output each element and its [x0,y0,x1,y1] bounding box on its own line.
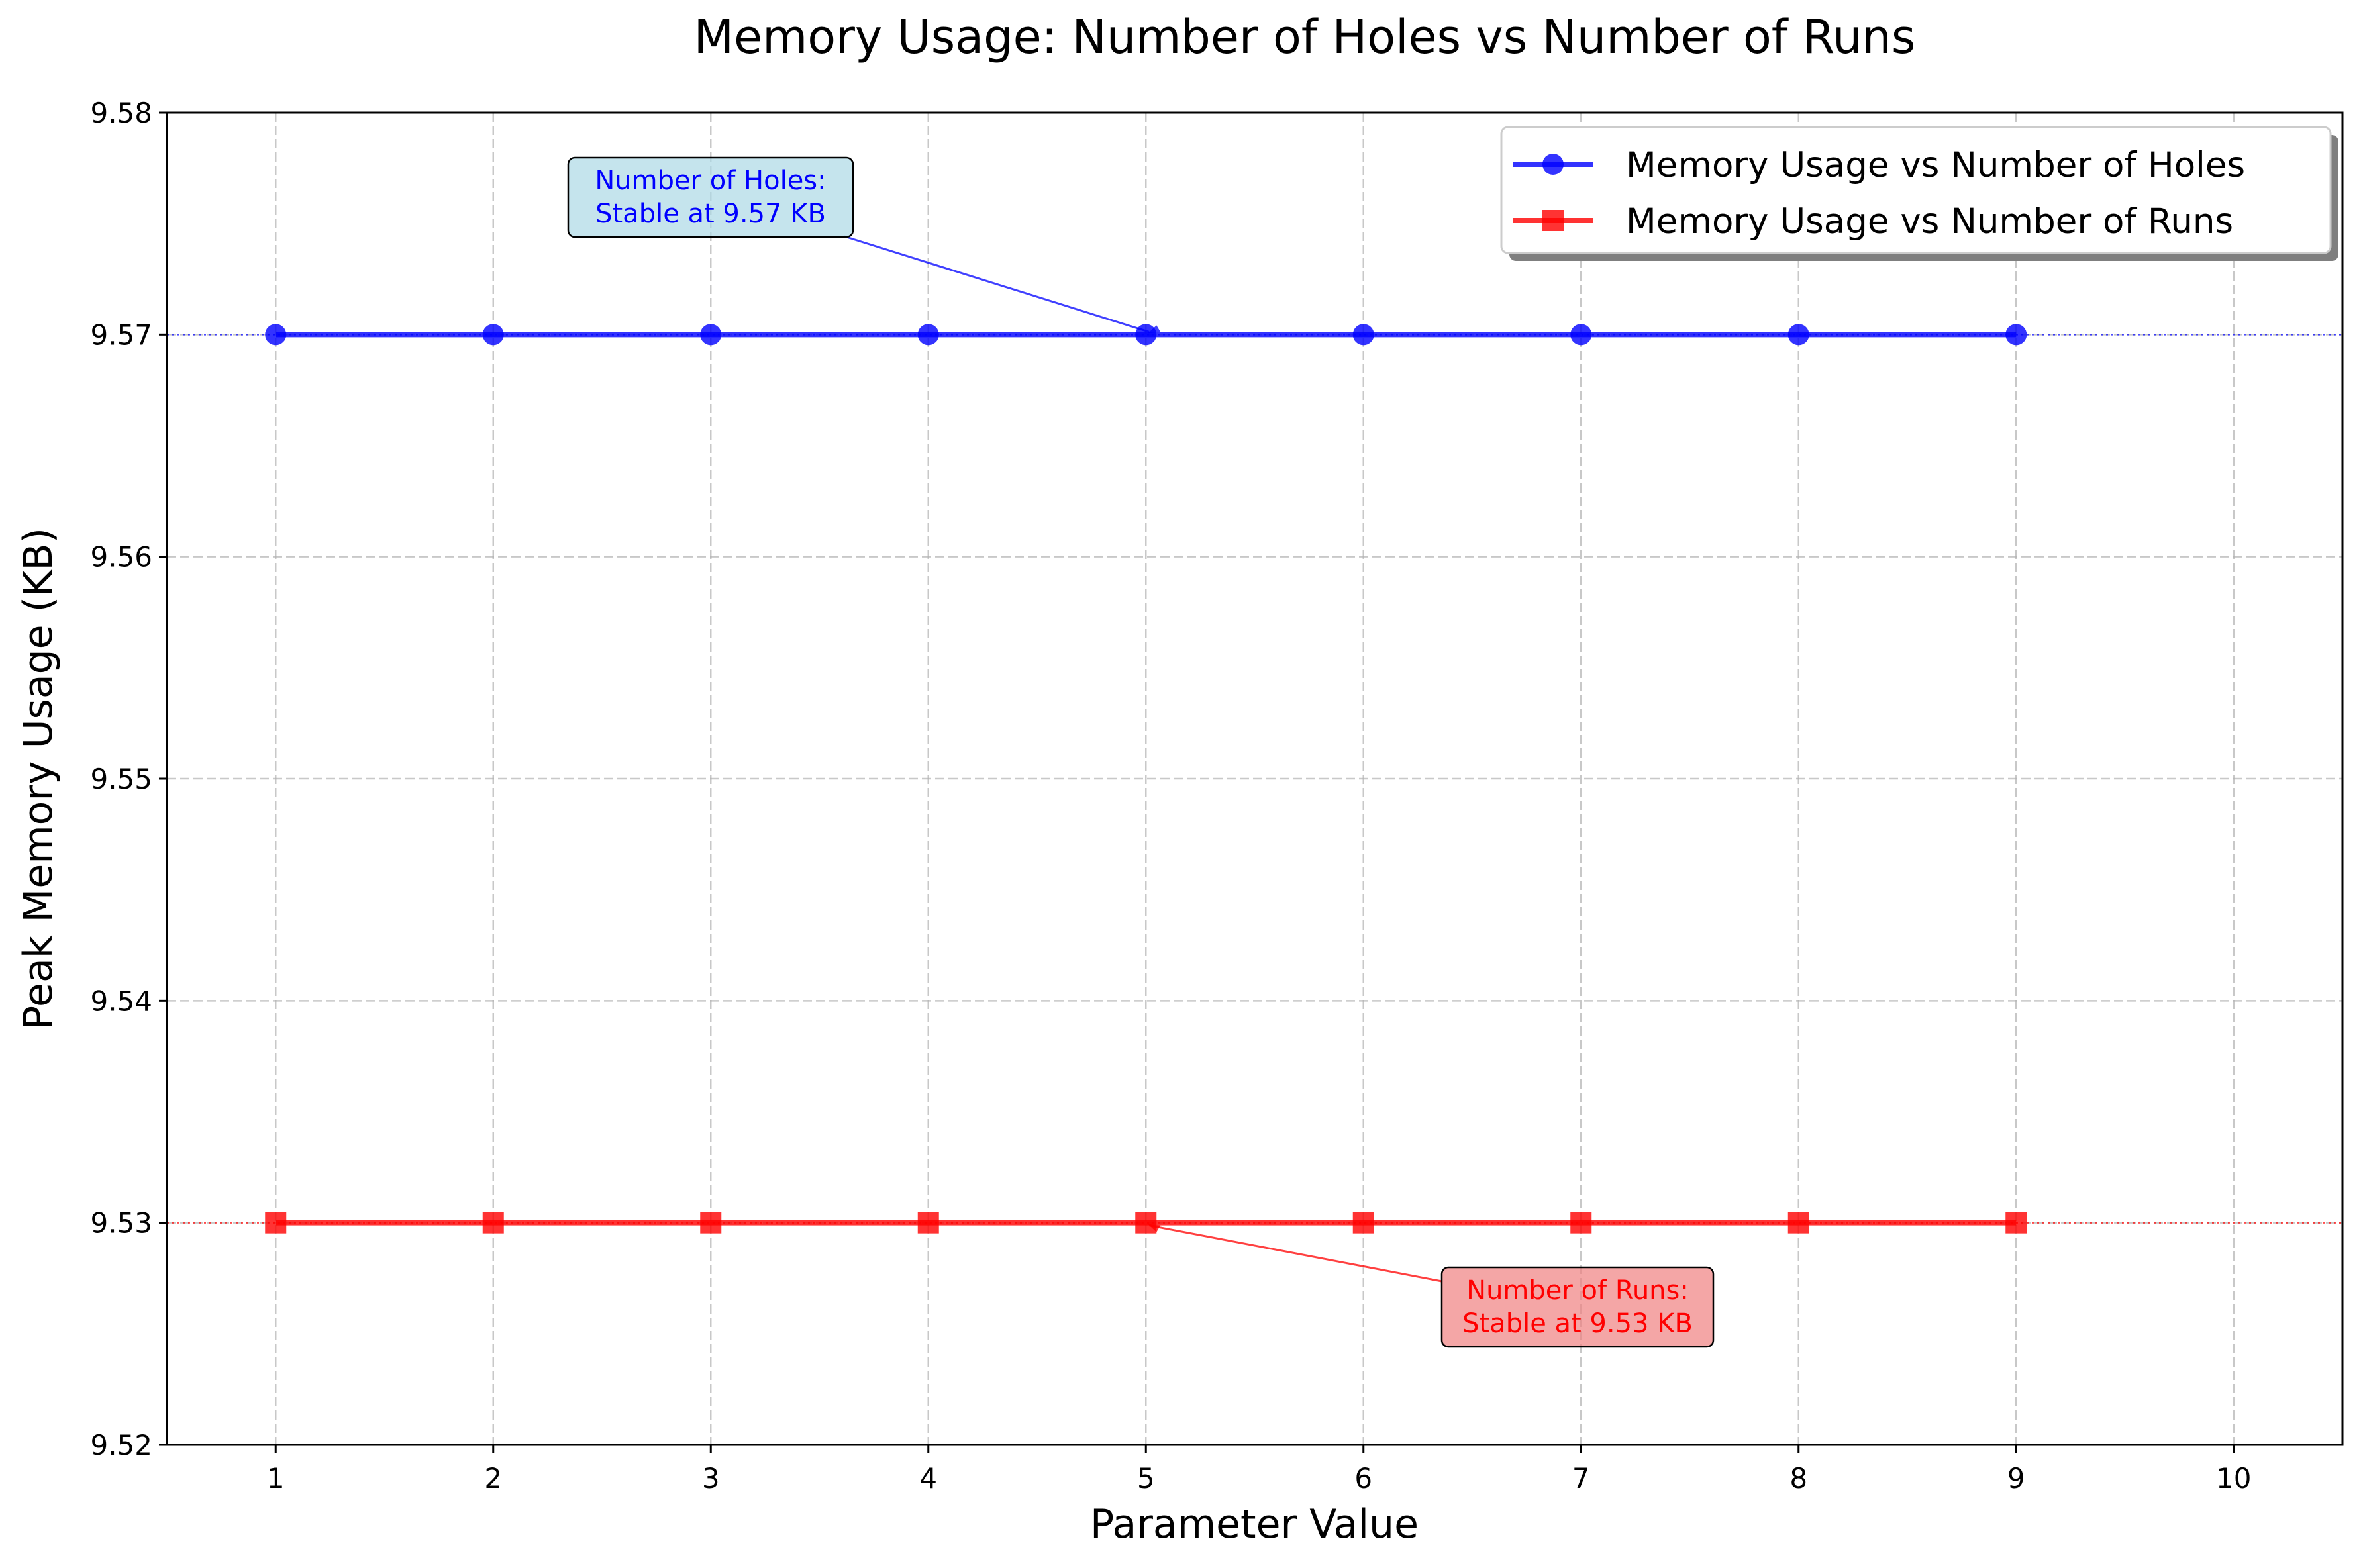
data-point-marker [2005,1212,2027,1234]
x-tick-label: 2 [484,1462,502,1494]
y-tick-label: 9.53 [90,1207,152,1240]
data-point-marker [482,1212,504,1234]
annotation-arrowhead [1148,325,1161,334]
annotation-arrow [844,235,1150,333]
legend-label-runs: Memory Usage vs Number of Runs [1626,201,2233,242]
y-tick-label: 9.54 [90,985,152,1017]
y-axis-label: Peak Memory Usage (KB) [15,528,62,1030]
data-point-marker [700,324,722,346]
data-point-marker [1787,1212,1809,1234]
x-tick-label: 4 [919,1462,937,1494]
x-tick-label: 10 [2216,1462,2251,1494]
y-tick-label: 9.52 [90,1429,152,1461]
data-point-marker [917,1212,939,1234]
x-tick-label: 9 [2007,1462,2025,1494]
annotation-text: Number of Holes: [595,166,826,196]
y-tick-label: 9.55 [90,763,152,795]
annotations: Number of Holes:Stable at 9.57 KB Number … [567,156,1715,1348]
x-tick-label: 7 [1572,1462,1590,1494]
data-point-marker [917,324,939,346]
series-group [265,324,2027,1234]
annotation-arrowhead [1148,1224,1161,1232]
x-axis-label: Parameter Value [1090,1501,1419,1547]
legend-marker-runs [1542,210,1564,231]
y-tick-label: 9.57 [90,318,152,351]
data-point-marker [265,1212,287,1234]
data-point-marker [1570,1212,1592,1234]
annotation-box [567,156,854,238]
data-point-marker [2005,324,2027,346]
data-point-marker [1352,324,1374,346]
x-tick-label: 1 [267,1462,285,1494]
data-point-marker [1787,324,1809,346]
axis-ticks: 1 2 3 4 5 6 7 8 9 10 9.52 9.53 9.54 9.55 9.56 9.57 9.58 [90,97,2251,1494]
x-tick-label: 3 [702,1462,720,1494]
legend-marker-holes [1542,154,1564,175]
data-point-marker [1570,324,1592,346]
data-point-marker [1135,1212,1157,1234]
x-tick-label: 8 [1789,1462,1807,1494]
data-point-marker [1352,1212,1374,1234]
data-point-marker [1135,324,1157,346]
annotation-text: Number of Runs: [1466,1275,1689,1306]
legend-label-holes: Memory Usage vs Number of Holes [1626,145,2245,185]
chart-title: Memory Usage: Number of Holes vs Number … [694,10,1916,64]
x-tick-label: 6 [1354,1462,1372,1494]
annotation-arrow [1148,1224,1442,1283]
y-tick-label: 9.56 [90,541,152,573]
legend-box [1500,126,2332,254]
annotation-text: Stable at 9.57 KB [595,199,826,229]
y-tick-label: 9.58 [90,97,152,129]
legend: Memory Usage vs Number of Holes Memory U… [1500,126,2338,261]
data-point-marker [482,324,504,346]
data-point-marker [700,1212,722,1234]
annotation-box [1440,1266,1715,1348]
annotation-text: Stable at 9.53 KB [1462,1308,1693,1339]
data-point-marker [265,324,287,346]
x-tick-label: 5 [1137,1462,1155,1494]
